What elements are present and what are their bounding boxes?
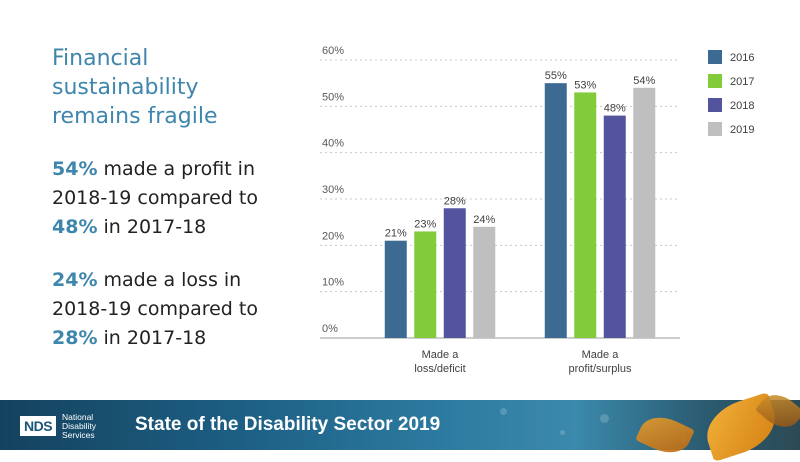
water-drop [600,414,609,423]
legend-swatch-2019 [708,122,722,136]
x-category-label: profit/surplus [569,363,632,375]
loss-2019-value: 24% [52,269,98,291]
slide-title: Financial sustainability remains fragile [52,46,218,129]
legend-label: 2017 [730,76,754,88]
legend-swatch-2018 [708,98,722,112]
bar-2016-1 [544,83,567,338]
y-tick-label: 30% [322,184,344,196]
profit-2018-value: 48% [52,216,98,238]
data-label: 54% [633,75,655,87]
bar-2017-0 [414,231,437,338]
nds-logo-text: NDS [23,418,53,434]
water-drop [560,430,565,435]
data-label: 23% [414,218,436,230]
data-label: 28% [444,195,466,207]
y-tick-label: 0% [322,323,338,335]
legend-label: 2019 [730,124,754,136]
legend-label: 2016 [730,52,754,64]
bar-2016-0 [384,240,407,338]
footer-title: State of the Disability Sector 2019 [135,414,441,435]
y-tick-label: 20% [322,230,344,242]
bar-2019-0 [473,226,496,338]
legend-swatch-2016 [708,50,722,64]
y-tick-label: 50% [322,91,344,103]
bar-2019-1 [633,87,656,338]
loss-2018-value: 28% [52,327,98,349]
org-line-3: Services [62,430,95,440]
water-drop [500,408,507,415]
x-category-label: Made a [422,349,460,361]
bar-chart: 0% 10% 20% 30% 40% 50% 60% 21% 23% 28% 24% Made a lo… [320,45,754,375]
profit-statement-suffix: in 2017-18 [97,216,207,238]
organisation-name: National Disability Services [62,413,96,440]
x-category-label: Made a [582,349,620,361]
y-tick-label: 10% [322,277,344,289]
org-line-1: National [62,412,94,422]
data-label: 53% [574,79,596,91]
bar-2018-1 [603,115,626,338]
bar-2017-1 [574,92,597,338]
data-label: 21% [385,228,407,240]
data-label: 55% [545,70,567,82]
profit-statement-text: made a profit in 2018-19 compared to [52,158,258,209]
profit-statement: 54% made a profit in 2018-19 compared to… [52,155,292,242]
y-tick-label: 60% [322,45,344,57]
profit-2019-value: 54% [52,158,98,180]
y-tick-label: 40% [322,138,344,150]
org-line-2: Disability [62,421,97,431]
loss-statement-text: made a loss in 2018-19 compared to [52,269,258,320]
legend-swatch-2017 [708,74,722,88]
nds-logo: NDS [20,416,56,436]
data-label: 24% [473,214,495,226]
bar-2018-0 [443,208,466,338]
data-label: 48% [604,103,626,115]
x-category-label: loss/deficit [414,363,465,375]
loss-statement-suffix: in 2017-18 [97,327,207,349]
loss-statement: 24% made a loss in 2018-19 compared to 2… [52,266,292,353]
legend-label: 2018 [730,100,754,112]
